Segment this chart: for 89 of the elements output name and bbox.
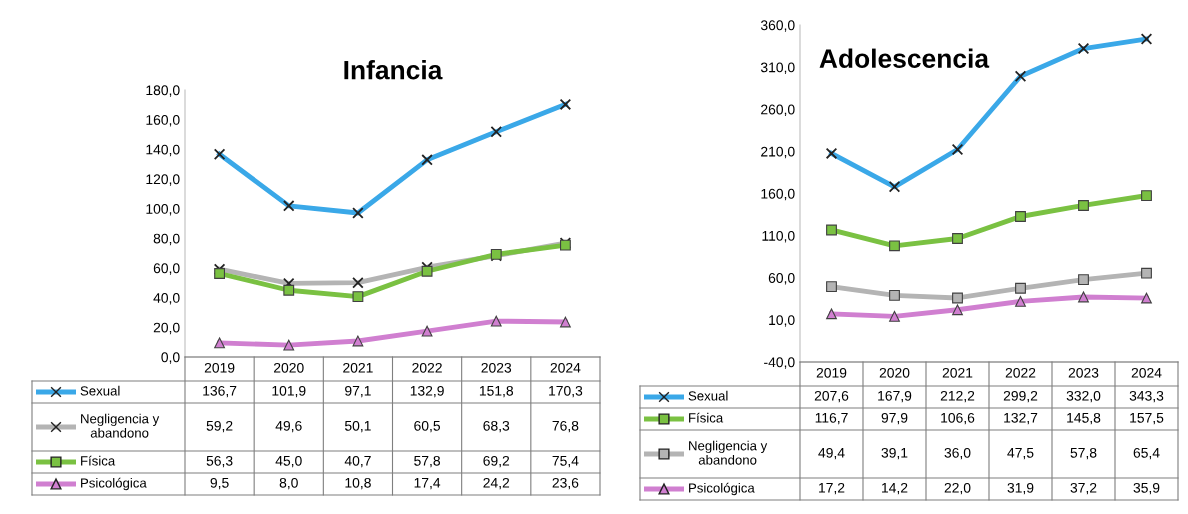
x-tick-label: 2020 bbox=[879, 367, 910, 378]
data-label: 65,4 bbox=[1133, 447, 1160, 460]
data-label: 68,3 bbox=[483, 420, 510, 433]
data-label: 136,7 bbox=[203, 385, 237, 398]
y-tick-label: 60,0 bbox=[153, 263, 180, 275]
data-label: 167,9 bbox=[878, 390, 912, 403]
data-label: 17,4 bbox=[414, 478, 441, 490]
data-label: 332,0 bbox=[1066, 390, 1101, 403]
x-tick-label: 2022 bbox=[1005, 367, 1036, 378]
x-tick-label: 2023 bbox=[1068, 367, 1099, 378]
x-tick-label: 2021 bbox=[942, 367, 973, 378]
legend-label: Psicológica bbox=[81, 477, 147, 491]
data-label: 59,2 bbox=[206, 420, 233, 433]
data-label: 75,4 bbox=[552, 456, 579, 468]
legend-label: Física bbox=[689, 412, 724, 423]
x-tick-label: 2021 bbox=[343, 362, 373, 373]
data-label: 69,2 bbox=[483, 455, 510, 468]
legend-label: Negligencia y abandono bbox=[81, 413, 160, 438]
data-label: 60,5 bbox=[414, 420, 441, 433]
y-tick-label: 110,0 bbox=[762, 230, 795, 243]
data-label: 40,7 bbox=[344, 455, 371, 468]
data-label: 50,1 bbox=[344, 420, 371, 433]
data-label: 57,8 bbox=[1070, 447, 1097, 460]
y-tick-label: 360,0 bbox=[760, 20, 795, 32]
data-label: 14,2 bbox=[882, 482, 908, 495]
legend-label: Sexual bbox=[80, 385, 120, 396]
text: Adolescencia bbox=[819, 48, 990, 68]
y-tick-label: 10,0 bbox=[769, 315, 795, 327]
data-label: 207,6 bbox=[814, 390, 849, 403]
data-label: 23,6 bbox=[552, 477, 579, 490]
data-label: 57,8 bbox=[414, 455, 440, 468]
y-tick-label: 80,0 bbox=[153, 233, 180, 246]
y-tick-label: 0,0 bbox=[161, 352, 180, 364]
legend-label: Física bbox=[81, 455, 116, 466]
data-label: 36,0 bbox=[944, 447, 971, 460]
data-label: 145,8 bbox=[1067, 412, 1101, 425]
x-tick-label: 2022 bbox=[412, 362, 442, 373]
data-label: 132,9 bbox=[410, 385, 444, 398]
data-label: 45,0 bbox=[275, 455, 302, 468]
y-tick-label: 160,0 bbox=[761, 188, 795, 201]
data-label: 17,2 bbox=[819, 482, 845, 495]
data-label: 76,8 bbox=[552, 420, 579, 433]
data-label: 47,5 bbox=[1007, 448, 1034, 460]
x-tick-label: 2024 bbox=[550, 362, 581, 373]
data-label: 49,6 bbox=[275, 420, 302, 433]
y-tick-label: -40,0 bbox=[764, 357, 795, 369]
data-label: 299,2 bbox=[1003, 390, 1038, 403]
data-label: 106,6 bbox=[941, 412, 975, 425]
data-label: 56,3 bbox=[206, 455, 233, 468]
data-label: 97,9 bbox=[881, 412, 908, 425]
data-label: 132,7 bbox=[1004, 412, 1038, 425]
y-tick-label: 60,0 bbox=[768, 273, 795, 285]
data-label: 22,0 bbox=[944, 482, 971, 495]
data-label: 9,5 bbox=[210, 477, 229, 490]
data-label: 343,3 bbox=[1129, 390, 1164, 403]
data-label: 10,8 bbox=[345, 477, 371, 490]
legend-label: Psicológica bbox=[689, 482, 755, 496]
y-tick-label: 120,0 bbox=[146, 174, 180, 186]
y-tick-label: 140,0 bbox=[146, 144, 180, 157]
data-label: 37,2 bbox=[1070, 482, 1097, 495]
x-tick-label: 2020 bbox=[274, 362, 304, 373]
data-label: 212,2 bbox=[940, 390, 975, 403]
data-label: 101,9 bbox=[272, 385, 306, 398]
data-label: 31,9 bbox=[1007, 482, 1034, 495]
y-tick-label: 40,0 bbox=[153, 293, 180, 305]
y-tick-label: 160,0 bbox=[146, 115, 180, 127]
y-tick-label: 210,0 bbox=[761, 146, 795, 159]
x-tick-label: 2023 bbox=[481, 362, 512, 373]
data-label: 39,1 bbox=[881, 447, 908, 460]
data-label: 35,9 bbox=[1133, 482, 1160, 495]
y-tick-label: 100,0 bbox=[146, 204, 180, 216]
data-label: 116,7 bbox=[815, 412, 848, 425]
data-label: 49,4 bbox=[818, 447, 845, 460]
data-label: 151,8 bbox=[479, 385, 514, 398]
y-tick-label: 20,0 bbox=[153, 322, 180, 335]
x-tick-label: 2019 bbox=[204, 362, 235, 373]
x-tick-label: 2024 bbox=[1131, 367, 1162, 378]
y-tick-label: 260,0 bbox=[761, 104, 795, 117]
data-label: 97,1 bbox=[345, 385, 371, 398]
data-label: 157,5 bbox=[1130, 413, 1164, 425]
chart-title: Infancia bbox=[344, 60, 443, 80]
y-tick-label: 180,0 bbox=[146, 85, 180, 97]
y-tick-label: 310,0 bbox=[760, 62, 795, 74]
legend-label: Sexual bbox=[688, 390, 728, 401]
data-label: 24,2 bbox=[483, 477, 510, 490]
data-label: 8,0 bbox=[279, 477, 298, 490]
legend-label: Negligencia y abandono bbox=[689, 440, 768, 465]
data-label: 170,3 bbox=[549, 385, 583, 398]
x-tick-label: 2019 bbox=[816, 367, 847, 378]
